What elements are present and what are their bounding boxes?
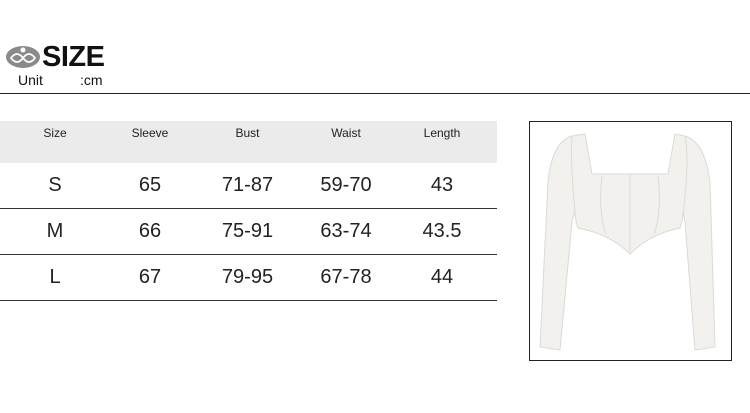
brand-logo-icon	[6, 46, 40, 68]
table-header: Size Sleeve Bust Waist Length	[0, 121, 497, 163]
table-cell: S	[48, 174, 62, 196]
column-header: Length	[423, 126, 461, 140]
table-cell: M	[46, 220, 64, 242]
table-cell: 71-87	[221, 174, 274, 196]
table-cell: 65	[138, 174, 162, 196]
table-cell: 44	[430, 266, 454, 288]
table-cell: 43.5	[422, 220, 462, 242]
column-header: Waist	[331, 126, 361, 140]
column-header: Size	[43, 126, 67, 140]
size-table: Size Sleeve Bust Waist Length S 65 71-87…	[0, 121, 497, 301]
unit-label: Unit	[18, 72, 43, 88]
table-cell: 75-91	[221, 220, 274, 242]
white-top-icon	[539, 133, 716, 351]
table-row: M 66 75-91 63-74 43.5	[0, 209, 497, 255]
table-cell: 67-78	[320, 266, 372, 288]
table-cell: 43	[430, 174, 454, 196]
table-cell: 66	[138, 220, 162, 242]
table-cell: 79-95	[221, 266, 274, 288]
table-row: S 65 71-87 59-70 43	[0, 163, 497, 209]
table-cell: L	[49, 266, 61, 288]
table-row: L 67 79-95 67-78 44	[0, 255, 497, 301]
product-image	[529, 121, 732, 361]
table-cell: 67	[138, 266, 162, 288]
column-header: Bust	[235, 126, 260, 140]
unit-value: :cm	[80, 72, 103, 88]
table-cell: 63-74	[320, 220, 372, 242]
column-header: Sleeve	[131, 126, 169, 140]
page-title: SIZE	[42, 41, 105, 73]
table-cell: 59-70	[320, 174, 372, 196]
divider	[0, 93, 750, 94]
